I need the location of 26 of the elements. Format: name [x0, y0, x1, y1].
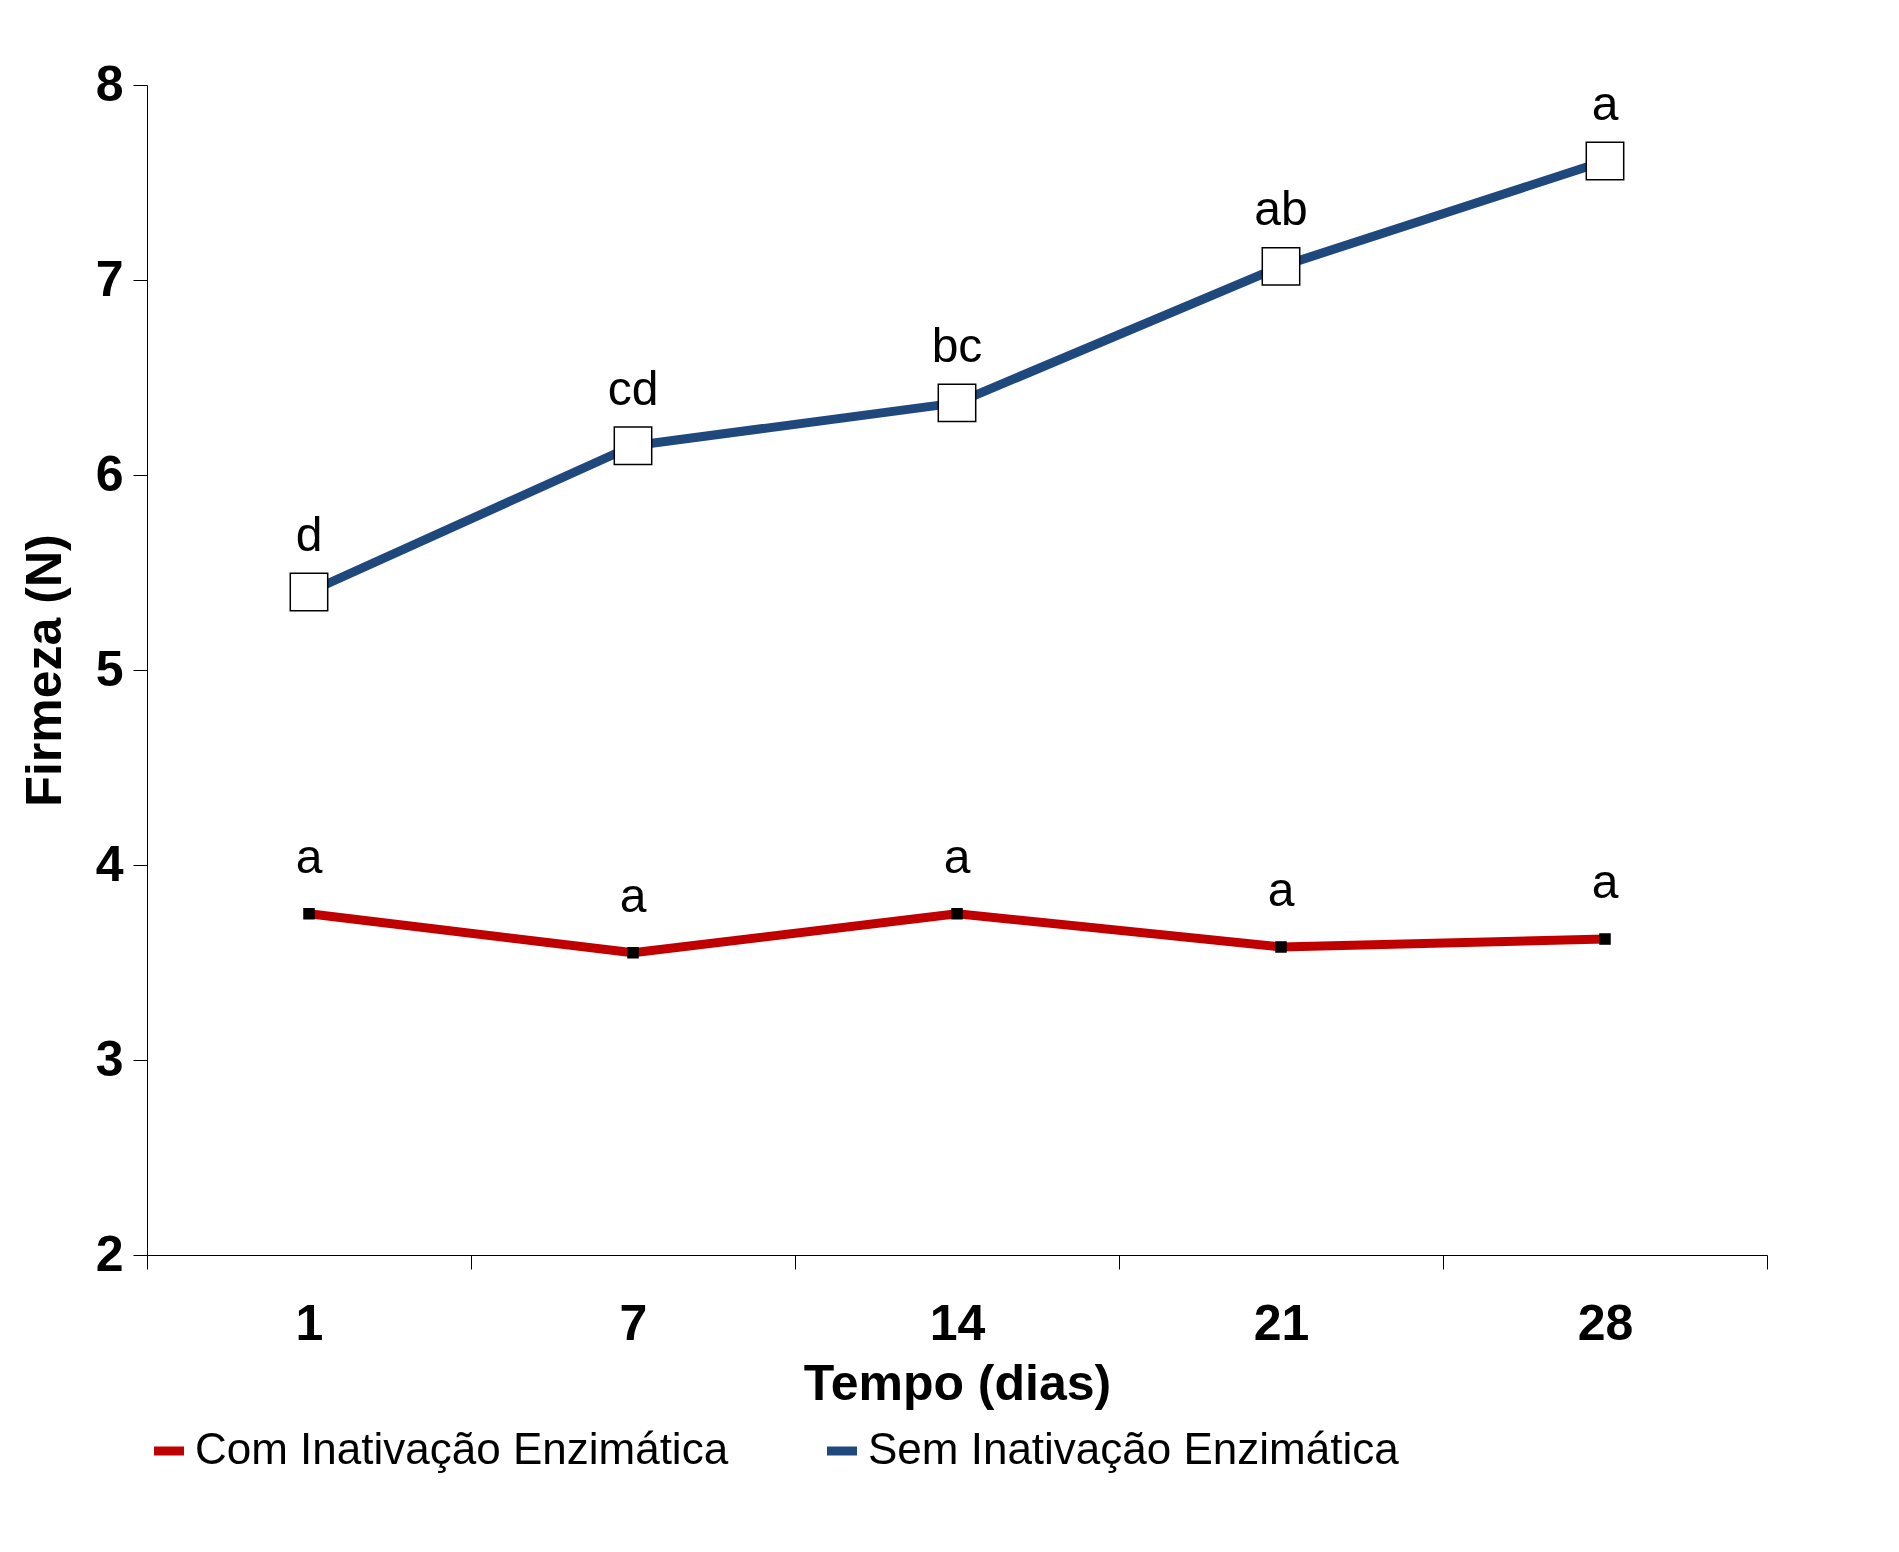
- y-tick-label: 8: [95, 55, 124, 112]
- y-tick-label: 7: [95, 250, 124, 307]
- data-label: d: [295, 508, 323, 561]
- y-tick-label: 3: [95, 1030, 124, 1087]
- x-axis-title: Tempo (dias): [803, 1354, 1112, 1411]
- x-tick-label: 14: [929, 1294, 986, 1351]
- data-label: a: [943, 829, 971, 883]
- y-tick-label: 4: [95, 835, 124, 892]
- data-label: a: [295, 829, 323, 883]
- x-tick-label: 28: [1577, 1294, 1634, 1351]
- legend-label: Sem Inativação Enzimática: [868, 1424, 1400, 1473]
- data-label: a: [1591, 855, 1619, 909]
- data-label: cd: [607, 361, 659, 415]
- data-label: a: [1591, 77, 1619, 131]
- x-tick-label: 21: [1253, 1294, 1310, 1351]
- y-axis-title: Firmeza (N): [15, 534, 72, 807]
- data-label: bc: [931, 318, 983, 372]
- legend-label: Com Inativação Enzimática: [195, 1424, 729, 1473]
- y-tick-label: 2: [95, 1225, 124, 1282]
- x-tick-label: 7: [619, 1294, 648, 1351]
- y-tick-label: 5: [95, 640, 124, 697]
- x-tick-label: 1: [295, 1294, 324, 1351]
- data-label: a: [1267, 862, 1295, 916]
- y-tick-label: 6: [95, 445, 124, 502]
- data-label: ab: [1254, 182, 1308, 236]
- data-label: a: [619, 868, 647, 922]
